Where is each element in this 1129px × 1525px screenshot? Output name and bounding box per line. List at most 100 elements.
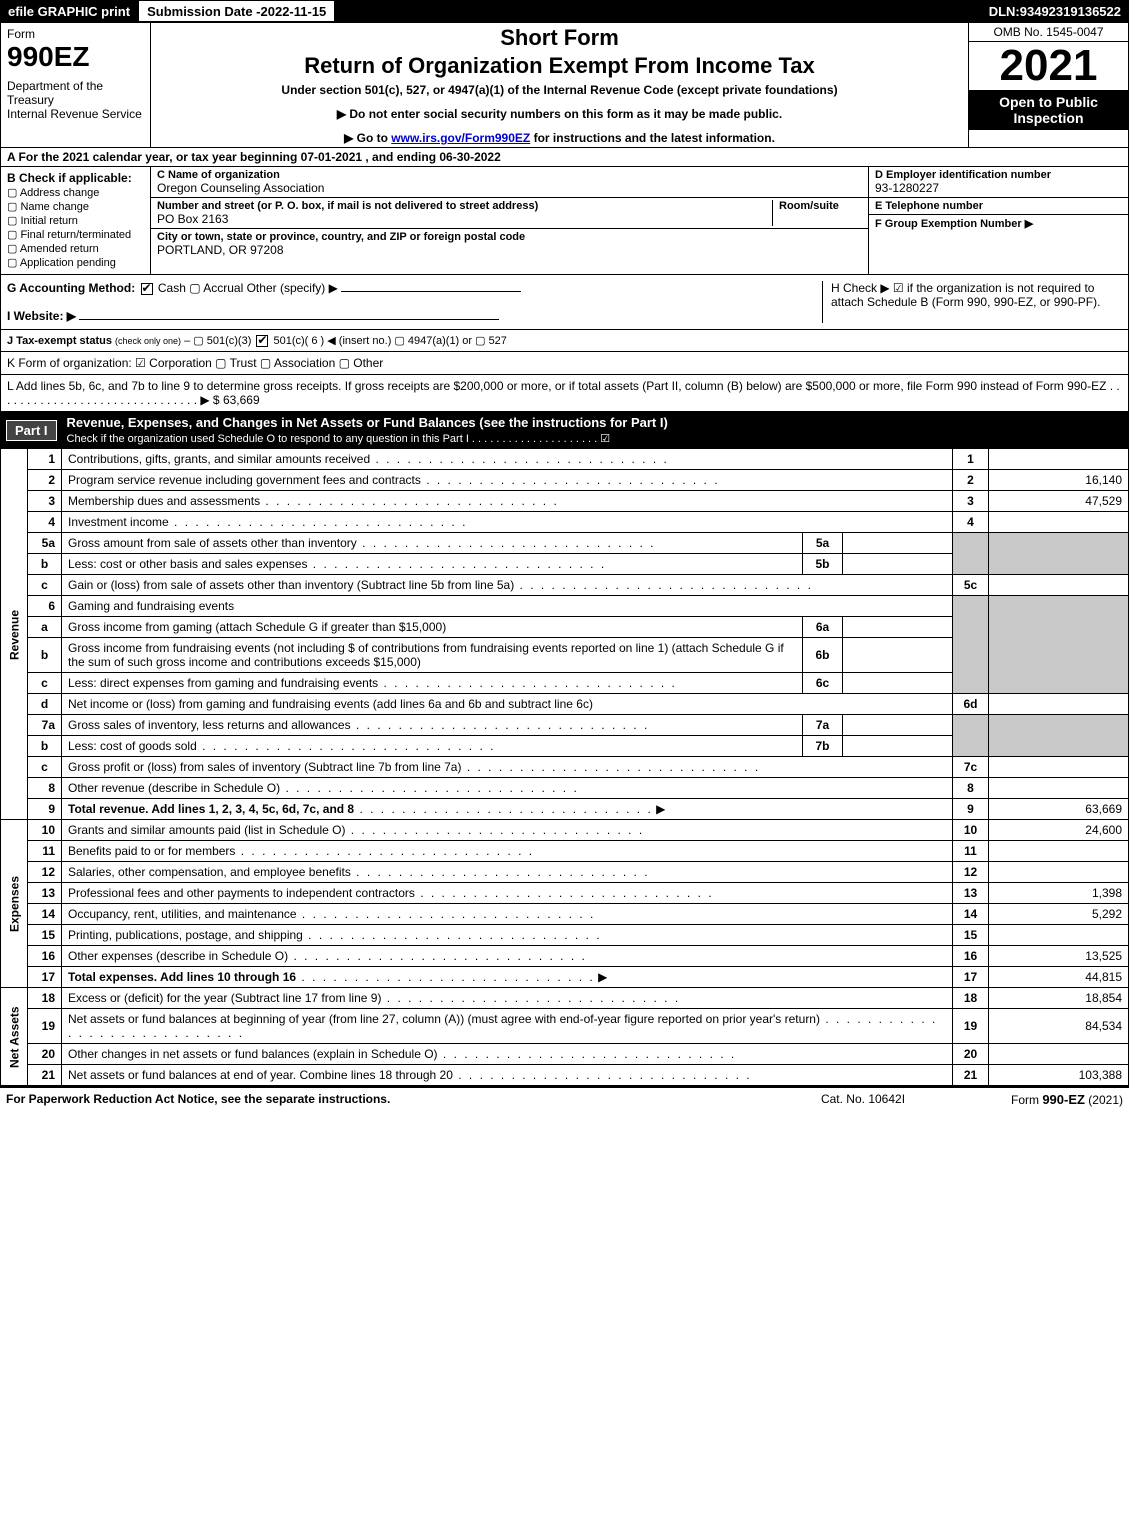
val-16: 13,525 [989,946,1129,967]
desc-5b: Less: cost or other basis and sales expe… [68,557,606,571]
topbar-spacer [335,0,980,22]
val-17: 44,815 [989,967,1129,988]
efile-label: efile GRAPHIC print [0,0,138,22]
subdate-value: 2022-11-15 [261,4,327,19]
desc-9: Total revenue. Add lines 1, 2, 3, 4, 5c,… [68,802,354,816]
num-17: 17 [953,967,989,988]
box-b: B Check if applicable: ▢ Address change … [1,167,151,274]
desc-15: Printing, publications, postage, and shi… [68,928,602,942]
other-specify-line[interactable] [341,291,521,292]
desc-2: Program service revenue including govern… [68,473,720,487]
subtitle: Under section 501(c), 527, or 4947(a)(1)… [159,83,960,97]
desc-18: Excess or (deficit) for the year (Subtra… [68,991,680,1005]
sub-7a: 7a [803,715,843,736]
l-amount: 63,669 [223,393,260,407]
irs-link[interactable]: www.irs.gov/Form990EZ [391,131,530,145]
tax-year: 2021 [969,42,1128,90]
subdate-label: Submission Date - [147,4,260,19]
num-6d: 6d [953,694,989,715]
chk-application-pending[interactable]: ▢ Application pending [7,256,144,269]
desc-14: Occupancy, rent, utilities, and maintena… [68,907,595,921]
desc-6b: Gross income from fundraising events (no… [62,638,803,673]
desc-20: Other changes in net assets or fund bala… [68,1047,736,1061]
header-left: Form 990EZ Department of the Treasury In… [1,23,151,147]
website-line[interactable] [79,319,499,320]
row-g-h-i: G Accounting Method: Cash ▢ Accrual Othe… [0,275,1129,330]
val-15 [989,925,1129,946]
room-label: Room/suite [779,200,862,212]
num-21: 21 [953,1065,989,1086]
part1-label: Part I [6,420,57,441]
row-l-gross-receipts: L Add lines 5b, 6c, and 7b to line 9 to … [0,375,1129,412]
chk-501c[interactable] [256,335,268,347]
ein-value: 93-1280227 [875,181,1122,195]
desc-8: Other revenue (describe in Schedule O) [68,781,579,795]
ein-row: D Employer identification number 93-1280… [869,167,1128,198]
phone-label: E Telephone number [875,200,1122,212]
header-right: OMB No. 1545-0047 2021 Open to Public In… [968,23,1128,147]
goto-pre: ▶ Go to [344,131,391,145]
group-row: F Group Exemption Number ▶ [869,215,1128,232]
desc-6a: Gross income from gaming (attach Schedul… [62,617,803,638]
form-number: 990EZ [7,41,144,73]
h-box: H Check ▶ ☑ if the organization is not r… [822,281,1122,323]
val-6d [989,694,1129,715]
l-text: L Add lines 5b, 6c, and 7b to line 9 to … [7,379,1120,407]
sub-6c: 6c [803,673,843,694]
open-inspection: Open to Public Inspection [969,90,1128,130]
city-row: City or town, state or province, country… [151,229,868,259]
ein-label: D Employer identification number [875,169,1122,181]
val-4 [989,512,1129,533]
dln: DLN: 93492319136522 [981,0,1129,22]
num-13: 13 [953,883,989,904]
form-header: Form 990EZ Department of the Treasury In… [0,22,1129,148]
city-label: City or town, state or province, country… [157,231,862,243]
website-row: I Website: ▶ [7,309,814,323]
department: Department of the Treasury Internal Reve… [7,79,144,121]
desc-6d: Net income or (loss) from gaming and fun… [62,694,953,715]
sub-5b: 5b [803,554,843,575]
row-a-taxyear: A For the 2021 calendar year, or tax yea… [0,148,1129,167]
num-16: 16 [953,946,989,967]
addr-value: PO Box 2163 [157,212,772,226]
subval-6b [843,638,953,673]
num-5c: 5c [953,575,989,596]
desc-21: Net assets or fund balances at end of ye… [68,1068,752,1082]
chk-address-change[interactable]: ▢ Address change [7,186,144,199]
addr-label: Number and street (or P. O. box, if mail… [157,200,772,212]
chk-amended-return[interactable]: ▢ Amended return [7,242,144,255]
chk-name-change[interactable]: ▢ Name change [7,200,144,213]
val-11 [989,841,1129,862]
desc-11: Benefits paid to or for members [68,844,534,858]
form-word: Form [7,27,144,41]
desc-13: Professional fees and other payments to … [68,886,714,900]
desc-1: Contributions, gifts, grants, and simila… [68,452,669,466]
desc-12: Salaries, other compensation, and employ… [68,865,650,879]
omb-number: OMB No. 1545-0047 [969,23,1128,42]
chk-final-return[interactable]: ▢ Final return/terminated [7,228,144,241]
val-12 [989,862,1129,883]
footer-right: Form 990-EZ (2021) [953,1092,1123,1107]
sub-6a: 6a [803,617,843,638]
g-opts: Cash ▢ Accrual Other (specify) ▶ [158,281,338,295]
chk-initial-return[interactable]: ▢ Initial return [7,214,144,227]
phone-row: E Telephone number [869,198,1128,215]
box-b-title: B Check if applicable: [7,171,144,185]
val-9: 63,669 [989,799,1129,820]
chk-cash[interactable] [141,283,153,295]
num-12: 12 [953,862,989,883]
goto-post: for instructions and the latest informat… [534,131,775,145]
page-footer: For Paperwork Reduction Act Notice, see … [0,1086,1129,1111]
form-page: efile GRAPHIC print Submission Date - 20… [0,0,1129,1111]
val-18: 18,854 [989,988,1129,1009]
desc-7b: Less: cost of goods sold [68,739,495,753]
accounting-method: G Accounting Method: Cash ▢ Accrual Othe… [7,281,814,295]
g-i-left: G Accounting Method: Cash ▢ Accrual Othe… [7,281,814,323]
side-revenue: Revenue [1,449,28,820]
sub-6b: 6b [803,638,843,673]
city-value: PORTLAND, OR 97208 [157,243,862,257]
val-10: 24,600 [989,820,1129,841]
subval-6c [843,673,953,694]
ln-1: 1 [28,449,62,470]
row-j-tax-exempt: J Tax-exempt status (check only one) ‒ ▢… [0,330,1129,352]
